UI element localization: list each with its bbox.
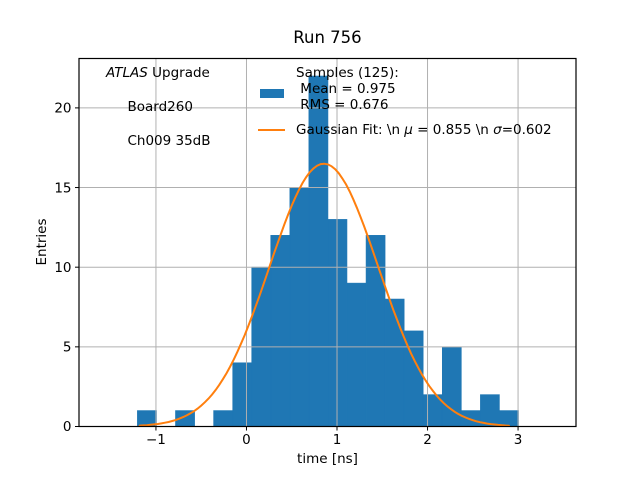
y-tick-label: 20 (54, 101, 71, 117)
histogram-bar (384, 298, 405, 427)
annotation-line1-rest: Upgrade (147, 64, 210, 81)
gaussian-fit-curve (138, 162, 510, 427)
axis-ticks (75, 107, 519, 431)
legend-gauss-suffix: =0.602 (501, 121, 552, 138)
histogram-bar (213, 410, 234, 427)
histogram-bar (499, 410, 519, 427)
legend-samples-line3: RMS = 0.676 (296, 97, 389, 114)
legend-gaussian-label: Gaussian Fit: \n μ = 0.855 \n σ=0.602 (296, 123, 552, 151)
y-tick-label: 0 (63, 419, 72, 435)
y-tick-label: 10 (54, 260, 71, 276)
x-tick-label: 0 (242, 432, 251, 448)
x-tick-label: 2 (423, 432, 432, 448)
atlas-italic-text: ATLAS (106, 64, 148, 81)
tick-labels: −1 0 1 2 3 0 5 10 15 20 (54, 101, 522, 448)
atlas-annotation: ATLAS Upgrade Board260 Ch009 35dB (106, 65, 211, 167)
legend-gauss-mid: = 0.855 \n (412, 121, 494, 138)
legend-mu-symbol: μ (404, 121, 413, 138)
annotation-line3: Ch009 35dB (123, 132, 211, 149)
x-tick-label: 1 (333, 432, 342, 448)
x-axis-label: time [ns] (297, 451, 358, 467)
legend-gauss-prefix: Gaussian Fit: \n (296, 121, 405, 138)
x-tick-label: −1 (146, 432, 166, 448)
y-tick-label: 5 (63, 340, 72, 356)
legend-samples-swatch (259, 88, 284, 98)
histogram-bar (365, 235, 386, 427)
legend-gaussian-swatch (258, 128, 285, 131)
plot-frame (78, 57, 577, 428)
x-tick-label: 3 (514, 432, 523, 448)
histogram-bar (270, 235, 291, 427)
grid-lines (79, 58, 576, 427)
histogram-bar (346, 282, 367, 427)
annotation-line2: Board260 (123, 98, 193, 115)
legend-samples-label: Samples (125): Mean = 0.975 RMS = 0.676 (296, 65, 399, 131)
histogram-bar (289, 187, 310, 427)
annotation-line1: ATLAS Upgrade (106, 65, 210, 81)
y-tick-label: 15 (54, 180, 71, 196)
plot-title: Run 756 (293, 28, 362, 47)
histogram-bar (480, 394, 500, 427)
histogram-bar (232, 362, 253, 427)
y-axis-label: Entries (34, 218, 50, 266)
legend-samples-line2: Mean = 0.975 (296, 80, 396, 97)
legend-sigma-symbol: σ (493, 121, 502, 138)
legend-samples-line1: Samples (125): (296, 64, 399, 81)
